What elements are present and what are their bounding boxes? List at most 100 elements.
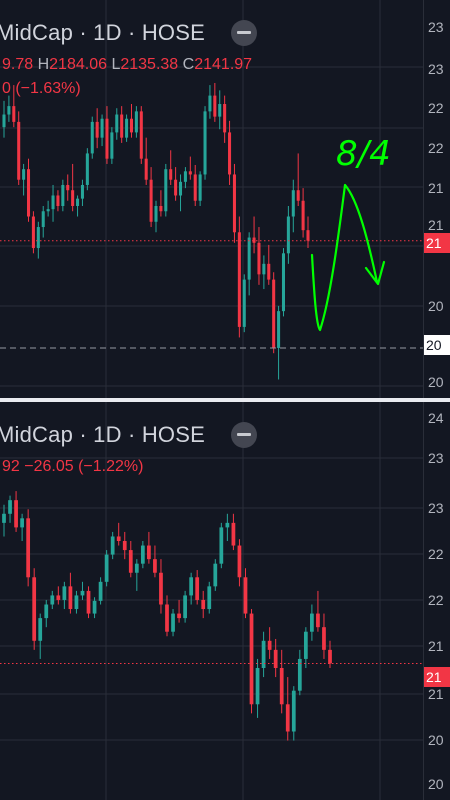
- candle-body: [237, 545, 242, 578]
- candle-body: [237, 232, 241, 327]
- candle-body: [223, 104, 227, 133]
- axis-tick: 23: [428, 19, 444, 35]
- bottom-collapse-button[interactable]: [231, 422, 257, 448]
- candle-body: [95, 121, 99, 138]
- top-change-value: 0 (−1.63%): [2, 80, 81, 97]
- candle-body: [120, 114, 124, 138]
- candle-body: [116, 536, 121, 541]
- candle-body: [125, 118, 129, 138]
- candle-body: [177, 613, 181, 619]
- candle-body: [110, 132, 114, 159]
- candle-body: [8, 500, 12, 514]
- candle-body: [267, 263, 271, 280]
- candle-body: [316, 613, 320, 628]
- candle-body: [76, 198, 80, 206]
- candle-body: [178, 181, 183, 196]
- candle-body: [189, 577, 194, 596]
- candle-body: [291, 690, 296, 732]
- candle-body: [262, 263, 266, 275]
- candle-body: [286, 216, 290, 254]
- candle-body: [228, 132, 232, 175]
- candle-body: [203, 111, 207, 175]
- ohlc-high-key: H: [37, 56, 50, 73]
- candle-body: [2, 114, 6, 128]
- top-chart-panel[interactable]: 8/4 MidCap · 1D · HOSE 9.78 H2184.06 L21…: [0, 0, 450, 398]
- candle-body: [66, 184, 70, 191]
- candle-body: [56, 195, 60, 206]
- candle-body: [296, 190, 300, 201]
- candle-body: [122, 541, 127, 551]
- axis-tick: 20: [428, 374, 444, 390]
- axis-tick: 20: [428, 732, 444, 748]
- last-price-tag: 21: [424, 233, 450, 253]
- ohlc-low-key: L: [111, 56, 121, 73]
- candle-body: [2, 513, 6, 523]
- candle-body: [98, 581, 103, 601]
- axis-tick: 22: [428, 140, 444, 156]
- candle-body: [242, 279, 246, 327]
- candle-body: [51, 195, 55, 210]
- candle-body: [80, 590, 85, 596]
- ohlc-close-key: C: [182, 56, 195, 73]
- candle-body: [154, 206, 158, 222]
- candle-body: [198, 174, 202, 201]
- candle-body: [277, 311, 281, 348]
- candle-body: [134, 111, 138, 133]
- candle-body: [164, 169, 168, 212]
- candle-body: [322, 627, 326, 650]
- candle-body: [68, 586, 73, 610]
- candle-body: [183, 595, 187, 619]
- candle-body: [232, 174, 236, 233]
- candle-body: [62, 586, 67, 600]
- candle-body: [149, 179, 153, 222]
- candle-body: [310, 613, 314, 632]
- candle-body: [285, 704, 290, 732]
- bottom-chart-panel[interactable]: MidCap · 1D · HOSE 92 −26.05 (−1.22%) 24…: [0, 402, 450, 800]
- candle-body: [255, 668, 260, 705]
- candle-body: [110, 536, 115, 555]
- candle-body: [219, 527, 224, 564]
- candle-body: [80, 184, 84, 199]
- candle-body: [50, 595, 55, 605]
- candle-body: [328, 649, 332, 664]
- candle-body: [159, 206, 163, 212]
- candle-body: [100, 118, 104, 138]
- bottom-price-axis[interactable]: 24 23 23 22 22 21 21 20 20 21: [423, 402, 450, 800]
- candle-body: [306, 230, 310, 241]
- candle-body: [32, 577, 37, 641]
- candle-body: [261, 640, 266, 668]
- candle-body: [129, 118, 134, 133]
- hand-drawn-arrow: [310, 183, 386, 332]
- top-price-axis[interactable]: 23 23 22 22 21 21 20 20 21 20: [423, 0, 450, 398]
- candle-body: [140, 545, 145, 564]
- candle-body: [144, 158, 148, 180]
- candle-body: [301, 200, 305, 231]
- axis-tick: 23: [428, 61, 444, 77]
- bottom-chart-canvas[interactable]: [0, 402, 450, 800]
- candle-body: [183, 171, 187, 182]
- axis-tick: 22: [428, 100, 444, 116]
- candle-body: [247, 237, 251, 280]
- axis-tick: 22: [428, 592, 444, 608]
- candle-body: [41, 211, 45, 228]
- top-chart-canvas[interactable]: 8/4: [0, 0, 450, 398]
- candle-body: [7, 106, 11, 115]
- candle-body: [257, 242, 261, 275]
- candle-body: [105, 118, 109, 159]
- candle-body: [193, 174, 197, 201]
- candle-body: [36, 227, 40, 249]
- candle-body: [272, 279, 276, 348]
- candle-body: [201, 599, 206, 610]
- candle-body: [134, 563, 139, 573]
- top-ohlc-legend: 9.78 H2184.06 L2135.38 C2141.97: [2, 56, 252, 74]
- top-chart-title: MidCap · 1D · HOSE: [0, 20, 205, 45]
- candle-body: [208, 95, 212, 112]
- candle-body: [171, 613, 175, 632]
- candle-body: [14, 500, 18, 528]
- candle-body: [174, 179, 178, 196]
- candle-body: [115, 114, 119, 133]
- candle-body: [17, 121, 21, 180]
- top-collapse-button[interactable]: [231, 20, 257, 46]
- last-price-tag: 21: [424, 667, 450, 687]
- candle-body: [139, 111, 143, 159]
